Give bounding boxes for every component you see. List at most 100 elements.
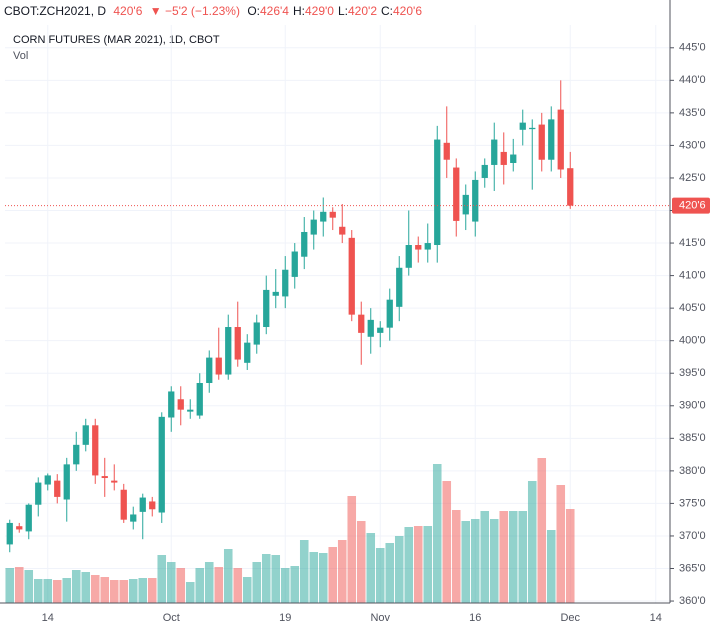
y-tick-label: 365'0 [679,562,706,574]
volume-bar [100,577,110,603]
volume-bar [451,510,461,603]
volume-bar [33,579,43,603]
volume-bar [90,575,100,603]
candle-body [320,211,327,222]
candle-body [472,179,479,222]
ohlc-value: 420'2 [348,4,377,18]
volume-bar [204,562,214,603]
candle-body [215,357,222,375]
ohlc: O:426'4 H:429'0 L:420'2 C:420'6 [247,4,426,18]
volume-bar [62,578,72,603]
candle-body [130,514,137,522]
ohlc-key: L: [337,4,348,18]
volume-bar [252,562,262,603]
candle-body [453,167,460,221]
candle-body [310,219,317,235]
x-tick-label: Nov [370,612,390,624]
candle-body [168,391,175,418]
y-tick-label: 390'0 [679,400,706,412]
candle-body [567,168,574,206]
volume-bar [508,511,518,603]
candle-body [510,154,517,163]
volume-bar [233,568,243,603]
candle-body [443,142,450,160]
header: CBOT:ZCH2021, D 420'6 ▼ −5'2 (−1.23%) O:… [4,4,430,18]
candle-body [434,139,441,246]
volume-bar [24,570,34,603]
volume-bar [537,458,547,603]
volume-bar [556,485,566,603]
volume-bar [347,496,357,603]
candle-body [177,399,184,410]
y-tick-label: 380'0 [679,465,706,477]
volume-bar [442,481,452,603]
candle-body [462,194,469,215]
volume-bar [147,578,157,603]
y-tick-label: 445'0 [679,42,706,54]
volume-bar [185,582,195,603]
candle-body [6,522,13,545]
volume-bar [299,540,309,603]
volume-bar [119,580,129,603]
chart-title: CORN FUTURES (MAR 2021), 1D, CBOT [13,34,220,46]
volume-bar [214,567,224,603]
y-tick-label: 360'0 [679,595,706,607]
volume-bar [432,464,442,603]
volume-bar [565,509,575,603]
candle-body [120,489,127,520]
candle-body [54,480,61,497]
candle-body [92,425,99,476]
volume-bar [518,511,528,603]
volume-bar [157,555,167,603]
x-tick-label: Oct [163,612,180,624]
ohlc-key: H: [292,4,305,18]
volume-bar [138,578,148,603]
volume-bar [489,519,499,603]
volume-bar [337,540,347,603]
volume-bar [109,580,119,603]
candle-body [149,501,156,510]
x-tick-label: 14 [42,612,54,624]
y-tick-label: 370'0 [679,530,706,542]
candle-body [196,382,203,416]
volume-bar [461,521,471,603]
volume-bar [271,555,281,603]
volume-bar [290,566,300,603]
y-tick-label: 405'0 [679,302,706,314]
y-tick-label: 425'0 [679,172,706,184]
x-tick-label: 16 [469,612,481,624]
candle-body [225,327,232,375]
volume-bar [366,533,376,603]
candle-body [82,425,89,445]
volume-bar [527,481,537,603]
volume-bar [166,562,176,603]
candle-body [519,122,526,130]
candle-body [405,245,412,268]
candle-body [35,482,42,505]
candle-body [529,127,536,130]
candle-body [111,480,118,483]
y-tick-label: 375'0 [679,497,706,509]
volume-bar [280,568,290,603]
volume-bar [470,519,480,603]
candle-layer [6,80,574,553]
candle-body [367,319,374,337]
candle-body [500,151,507,165]
y-tick-label: 430'0 [679,139,706,151]
volume-bar [128,579,138,603]
candle-body [234,327,241,360]
candle-body [491,139,498,165]
volume-bar [43,579,53,603]
candle-body [244,342,251,363]
candle-body [538,124,545,160]
change: −5'2 (−1.23%) [164,4,240,18]
volume-bar [81,572,91,603]
candle-body [44,475,51,485]
candle-body [158,416,165,513]
candle-body [386,299,393,328]
candle-body [348,237,355,315]
volume-bar [385,543,395,603]
volume-bar [413,526,423,603]
candle-body [339,226,346,235]
